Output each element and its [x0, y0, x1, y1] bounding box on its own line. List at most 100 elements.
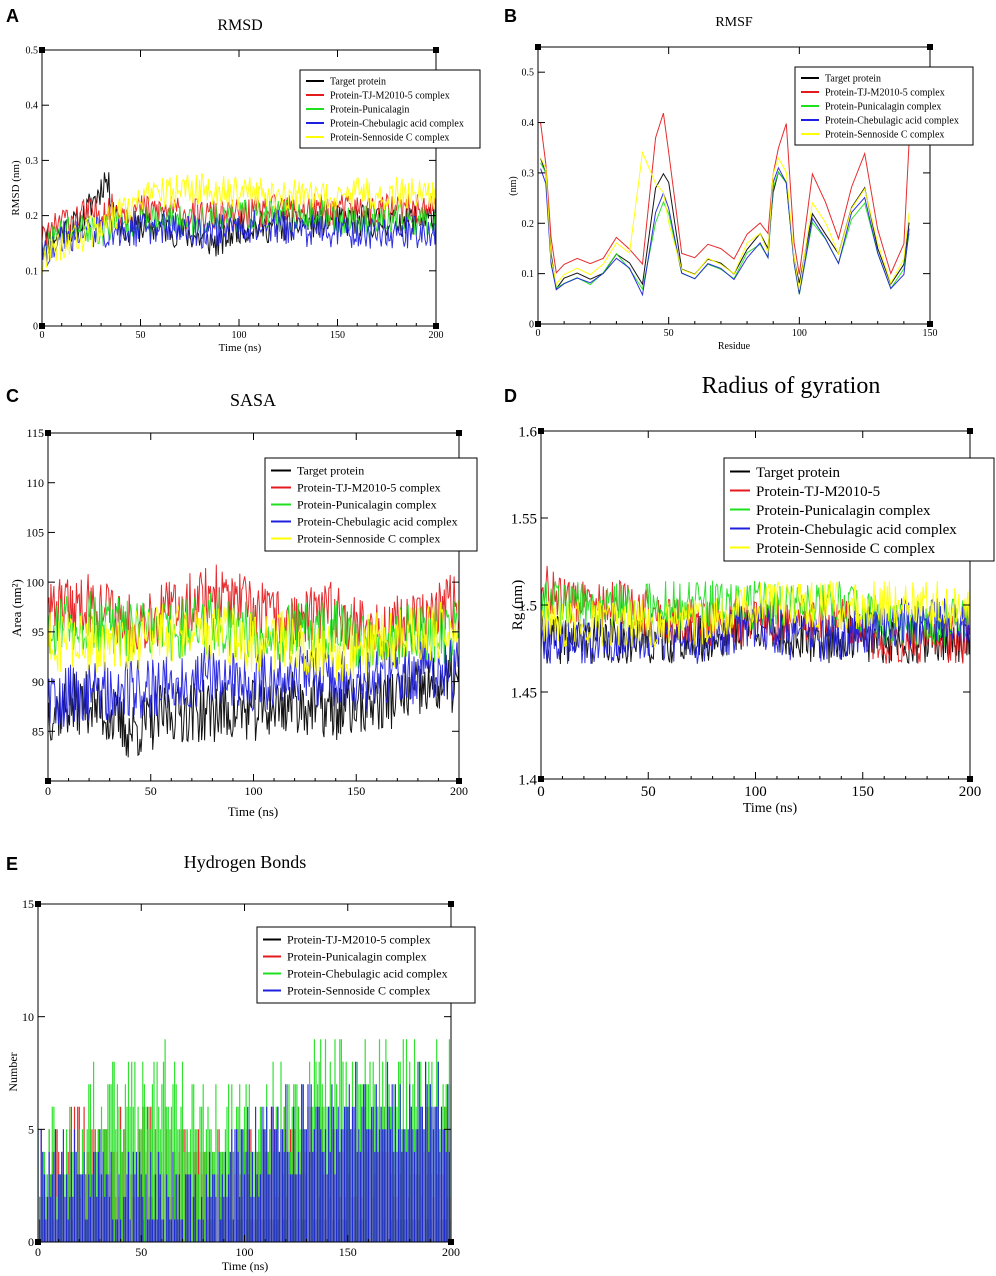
series-line-5 [48, 600, 459, 682]
x-tick-label: 0 [40, 330, 45, 341]
chart-title: RMSF [715, 15, 753, 30]
x-tick-label: 150 [339, 1245, 357, 1259]
x-tick-label: 50 [135, 1245, 147, 1259]
legend-label: Protein-Chebulagic acid complex [825, 116, 959, 127]
legend-label: Target protein [756, 465, 841, 481]
legend-box [723, 457, 995, 562]
y-tick-label: 10 [22, 1010, 34, 1024]
y-tick-label: 95 [32, 625, 44, 639]
y-axis-label: RMSD (nm) [10, 160, 22, 216]
legend: Target protein Protein-TJ-M2010-5 complex… [299, 69, 481, 149]
x-tick-label: 200 [959, 784, 982, 800]
y-tick-label: 0.5 [26, 46, 39, 57]
legend-label: Protein-TJ-M2010-5 complex [297, 481, 441, 495]
x-tick-label: 150 [330, 330, 345, 341]
series-group [38, 1039, 451, 1242]
panel-letter-d: D [504, 386, 517, 406]
x-tick-label: 100 [792, 328, 807, 339]
series-line-4 [541, 598, 970, 665]
y-tick-label: 85 [32, 724, 44, 738]
series-line-4 [38, 1061, 451, 1242]
legend: Target protein Protein-TJ-M2010-5 complex… [264, 457, 478, 552]
y-tick-label: 0 [33, 322, 38, 333]
legend-label: Protein-TJ-M2010-5 complex [330, 91, 450, 102]
series-group [541, 565, 970, 665]
y-tick-label: 1.5 [518, 598, 537, 614]
y-tick-label: 0.4 [522, 118, 535, 129]
x-axis-label: Time (ns) [228, 804, 278, 819]
y-tick-label: 1.6 [518, 424, 537, 440]
x-tick-label: 100 [245, 784, 263, 798]
legend-label: Protein-Punicalagin [330, 105, 409, 116]
y-tick-label: 5 [28, 1123, 34, 1137]
panel-letter-c: C [6, 386, 19, 406]
panel-letter-e: E [6, 854, 18, 874]
y-tick-label: 0.2 [522, 219, 535, 230]
x-tick-label: 150 [347, 784, 365, 798]
series-line-4 [42, 210, 436, 267]
legend-label: Protein-Chebulagic acid complex [287, 967, 448, 981]
y-tick-label: 115 [26, 426, 44, 440]
legend-label: Protein-Sennoside C complex [330, 133, 449, 144]
plot-frame [537, 46, 931, 325]
legend-label: Protein-Punicalagin complex [287, 950, 427, 964]
y-tick-label: 0.3 [26, 156, 39, 167]
x-tick-label: 0 [536, 328, 541, 339]
y-tick-label: 100 [26, 575, 44, 589]
y-tick-label: 1.45 [511, 685, 537, 701]
legend-label: Protein-Chebulagic acid complex [756, 522, 957, 538]
legend-label: Protein-TJ-M2010-5 [756, 484, 880, 500]
panel-letter-b: B [504, 6, 517, 26]
x-tick-label: 200 [429, 330, 444, 341]
y-tick-label: 0.3 [522, 168, 535, 179]
chart-title: Hydrogen Bonds [184, 852, 307, 872]
y-tick-label: 110 [26, 476, 44, 490]
x-tick-label: 50 [145, 784, 157, 798]
x-tick-label: 50 [664, 328, 674, 339]
series-line-5 [42, 172, 436, 275]
series-line-4 [540, 166, 910, 297]
series-group [540, 113, 910, 297]
x-tick-label: 200 [450, 784, 468, 798]
legend-box [299, 69, 481, 149]
y-tick-label: 0.5 [522, 68, 535, 79]
x-tick-label: 150 [923, 328, 938, 339]
y-tick-label: 105 [26, 526, 44, 540]
x-axis-label: Time (ns) [743, 801, 798, 816]
series-line-1 [540, 158, 910, 290]
legend-label: Protein-Sennoside C complex [756, 541, 936, 557]
x-tick-label: 150 [852, 784, 875, 800]
legend-label: Protein-Punicalagin complex [825, 102, 941, 113]
chart-title: RMSD [217, 17, 262, 34]
series-line-4 [48, 639, 459, 730]
legend-label: Target protein [330, 77, 386, 88]
series-line-2 [541, 565, 970, 664]
legend-label: Protein-Sennoside C complex [297, 532, 440, 546]
legend: Target protein Protein-TJ-M2010-5 complex… [794, 66, 974, 146]
series-line-3 [42, 198, 436, 258]
chart-panel-c: C SASA Time (ns) Area (nm²) 0 50 100 150 200… [6, 386, 478, 819]
y-axis-label: (nm) [508, 176, 519, 195]
series-group [48, 564, 459, 758]
chart-panel-b: B RMSF Residue (nm) 0 50 100 150 0 0.1 0.2 0.3 0… [504, 6, 974, 352]
x-tick-label: 50 [136, 330, 146, 341]
legend-label: Protein-Punicalagin complex [756, 503, 931, 519]
x-axis-label: Residue [718, 341, 751, 352]
series-line-3 [540, 162, 910, 295]
y-axis-label: Area (nm²) [9, 579, 24, 637]
legend-box [794, 66, 974, 146]
legend-label: Protein-Sennoside C complex [287, 984, 430, 998]
x-tick-label: 0 [45, 784, 51, 798]
y-tick-label: 1.55 [511, 511, 537, 527]
legend-box [256, 926, 476, 1004]
x-axis-label: Time (ns) [219, 342, 262, 354]
y-tick-label: 0.4 [26, 101, 39, 112]
y-axis-label: Rg (nm) [510, 580, 526, 630]
series-line-2 [540, 113, 910, 275]
chart-panel-d: D Radius of gyration Time (ns) Rg (nm) 0… [504, 373, 995, 816]
chart-panel-e: E Hydrogen Bonds Time (ns) Number 0 50 100… [6, 852, 476, 1273]
y-tick-label: 90 [32, 675, 44, 689]
legend-label: Target protein [297, 464, 364, 478]
y-axis-label: Number [6, 1052, 20, 1091]
